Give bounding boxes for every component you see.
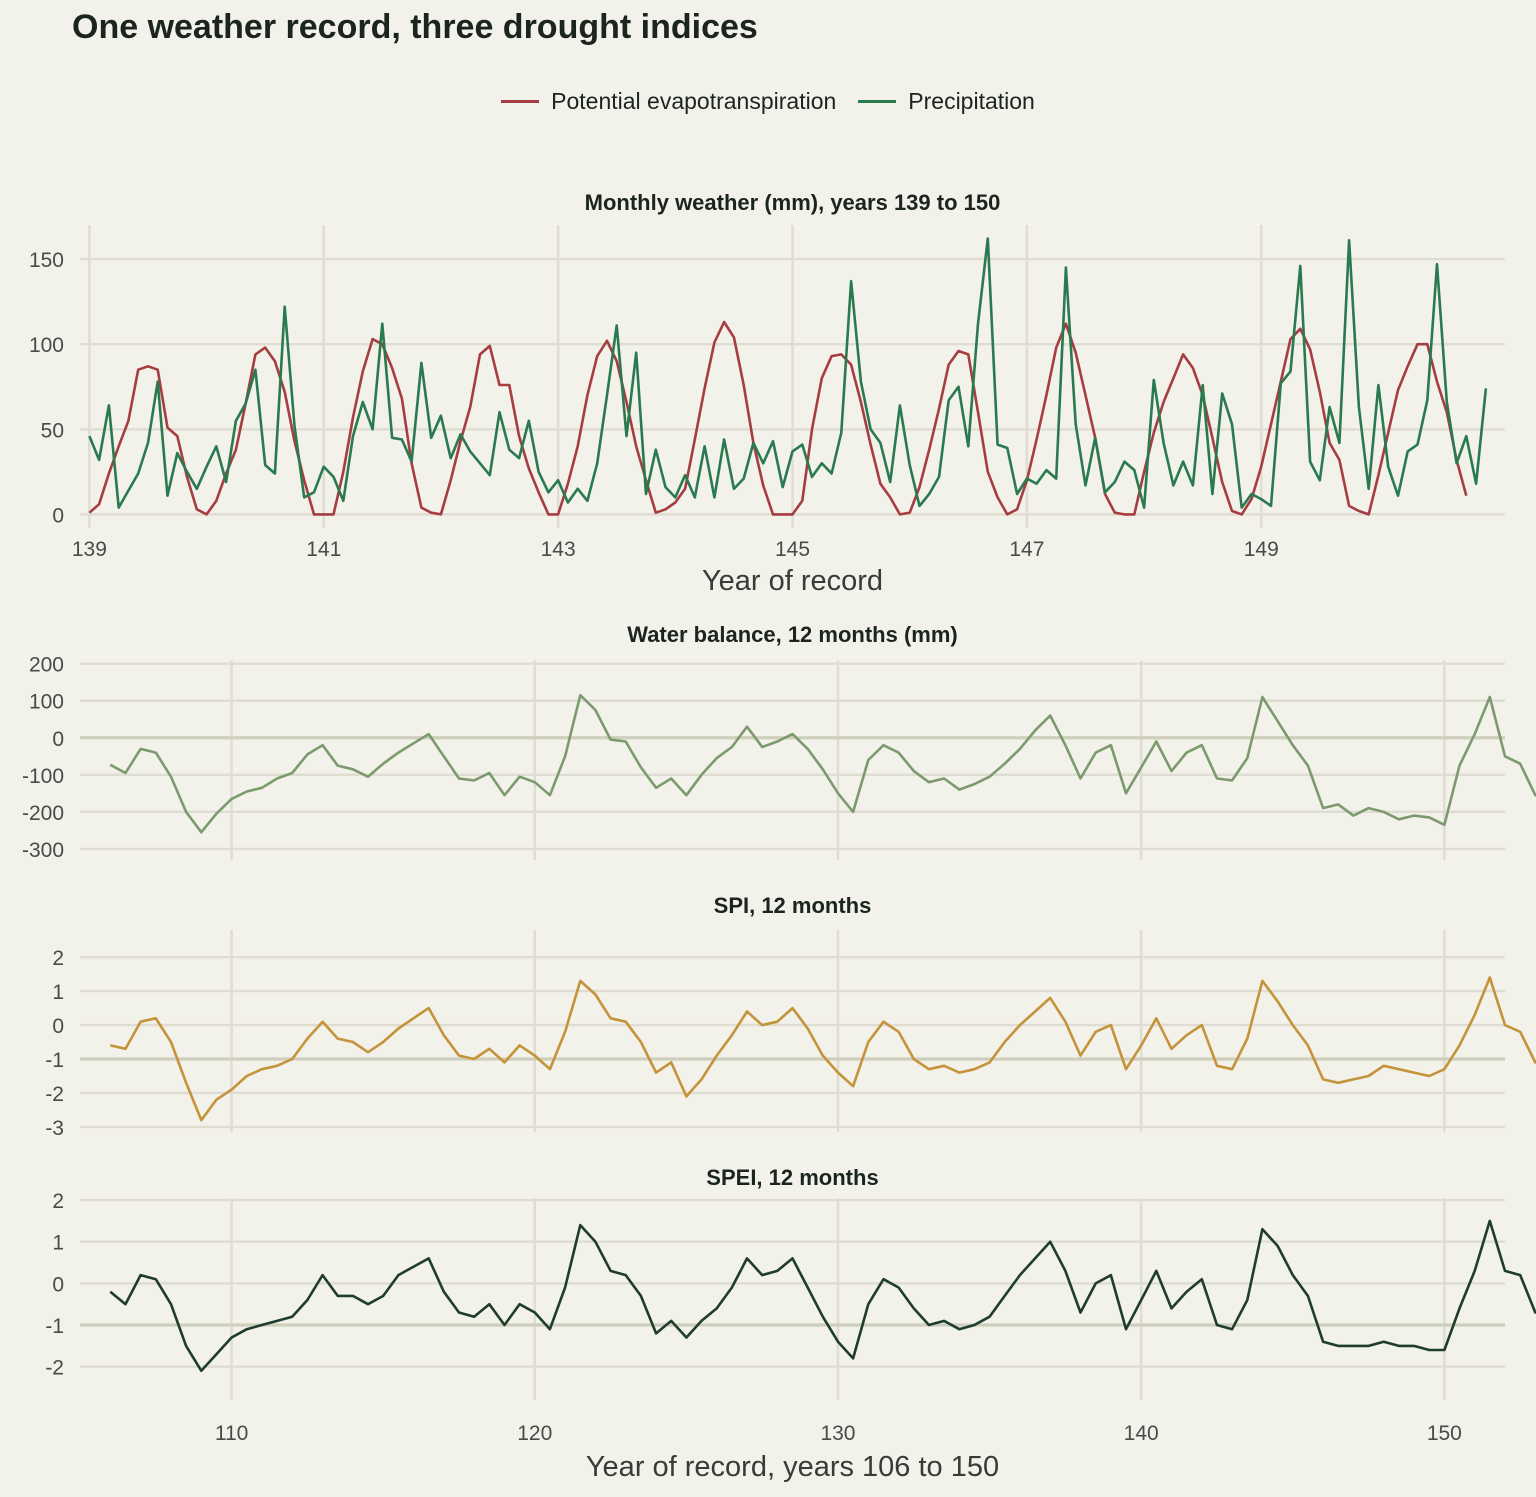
weather-x-tick-label: 147 [1009,538,1044,561]
legend-item-pet: Potential evapotranspiration [501,88,836,115]
weather-x-tick-label: 141 [306,538,341,561]
spi-y-tick-label: 2 [52,947,64,970]
legend-item-precipitation: Precipitation [858,88,1035,115]
spei-panel-title: SPEI, 12 months [706,1165,878,1190]
spi-series-line-index [110,976,1536,1122]
water-balance-y-tick-label: -300 [22,839,64,862]
spi-y-tick-label: 0 [52,1015,64,1038]
legend-swatch-pet [501,100,540,103]
spi-y-tick-label: -3 [45,1117,64,1140]
weather-x-tick-label: 145 [775,538,810,561]
weather-x-tick-label: 139 [72,538,107,561]
spei-y-tick-label: 0 [52,1273,64,1296]
water-balance-series-line-index [109,693,1536,834]
water-balance-y-tick-label: -200 [22,802,64,825]
weather-y-tick-label: 0 [52,504,64,527]
weather-y-tick-label: 150 [29,249,64,272]
spei-x-tick-label: 110 [215,1422,248,1445]
spi-y-tick-label: -2 [45,1083,64,1106]
legend-label-precipitation: Precipitation [908,88,1035,114]
spi-y-tick-label: 1 [52,981,64,1004]
water-balance-y-tick-label: 0 [52,728,64,751]
spei-y-tick-label: 2 [52,1190,64,1213]
legend-swatch-precipitation [858,100,897,103]
spi-panel-title: SPI, 12 months [714,893,872,918]
spei-y-tick-label: 1 [52,1232,64,1255]
legend: Potential evapotranspiration Precipitati… [0,88,1536,115]
spei-x-tick-label: 120 [517,1422,552,1445]
spei-x-tick-label: 140 [1124,1422,1159,1445]
weather-series-line-potential-evapotranspiration [88,320,1468,516]
weather-panel-title: Monthly weather (mm), years 139 to 150 [585,190,1001,215]
legend-label-pet: Potential evapotranspiration [551,88,837,114]
spei-x-axis-label: Year of record, years 106 to 150 [586,1451,999,1483]
spi-y-tick-label: -1 [45,1049,64,1072]
water-balance-y-tick-label: 100 [29,691,64,714]
spei-series-line-index [109,1219,1536,1373]
water-balance-panel-title: Water balance, 12 months (mm) [627,622,957,647]
chart-title: One weather record, three drought indice… [72,8,758,46]
water-balance-y-tick-label: -100 [22,765,64,788]
weather-y-tick-label: 50 [41,419,64,442]
weather-series-line-precipitation [88,237,1488,509]
spei-x-tick-label: 150 [1427,1422,1462,1445]
spei-x-tick-label: 130 [820,1422,855,1445]
weather-x-tick-label: 149 [1244,538,1279,561]
spei-y-tick-label: -2 [45,1357,64,1380]
weather-x-tick-label: 143 [541,538,576,561]
spei-y-tick-label: -1 [45,1315,64,1338]
weather-x-axis-label: Year of record [702,565,883,597]
water-balance-y-tick-label: 200 [29,654,64,677]
weather-y-tick-label: 100 [29,334,64,357]
